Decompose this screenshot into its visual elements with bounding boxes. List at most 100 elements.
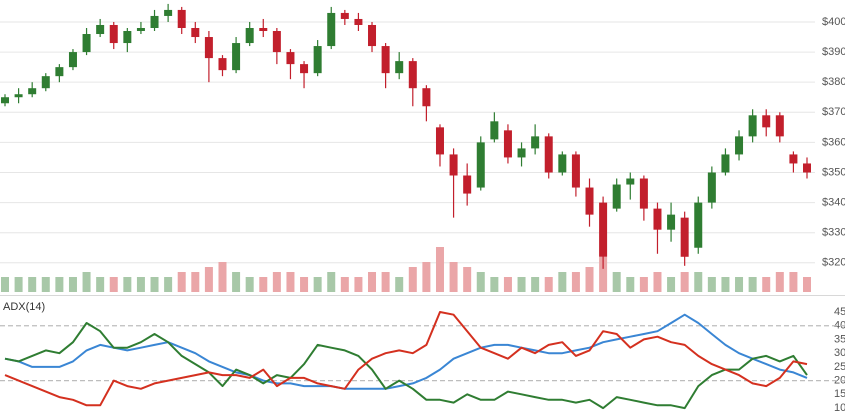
candle-body	[381, 46, 390, 74]
candle-body	[327, 12, 336, 47]
volume-bar	[463, 267, 472, 292]
volume-bar	[558, 272, 567, 292]
volume-bar	[803, 277, 811, 292]
y-tick-label: $400	[822, 16, 845, 28]
candle-body	[300, 64, 309, 74]
candle-body	[272, 31, 281, 53]
y-tick-label: 25	[834, 361, 845, 373]
candle-body	[395, 61, 404, 74]
candle-body	[735, 136, 744, 155]
candle-body	[204, 37, 213, 59]
volume-bar	[531, 277, 540, 292]
candle-body	[585, 187, 594, 215]
candle-body	[775, 115, 784, 137]
candle-body	[82, 34, 91, 53]
volume-bar	[544, 277, 553, 292]
volume-bar	[775, 272, 784, 292]
candle-body	[476, 142, 485, 188]
y-tick-label: $340	[822, 197, 845, 209]
volume-bar	[286, 272, 295, 292]
candle-body	[232, 43, 241, 71]
volume-bar	[612, 272, 621, 292]
volume-bar	[272, 272, 281, 292]
candle-body	[435, 127, 444, 155]
indicator-line	[4, 322, 808, 410]
volume-bar	[449, 262, 458, 292]
volume-bar	[150, 277, 159, 292]
candle-body	[639, 178, 648, 209]
y-tick-label: $320	[822, 257, 845, 269]
volume-bar	[667, 277, 676, 292]
candle-body	[463, 175, 472, 194]
volume-bar	[218, 262, 227, 292]
candle-body	[653, 208, 662, 230]
volume-bar	[735, 277, 744, 292]
candle-body	[286, 52, 295, 65]
candle-body	[368, 24, 377, 47]
volume-bar	[653, 272, 662, 292]
candle-body	[68, 52, 77, 68]
candle-body	[259, 27, 268, 32]
y-tick-label: $360	[822, 136, 845, 148]
candle-body	[191, 27, 200, 38]
panel-title: ADX(14)	[3, 301, 45, 313]
volume-bar	[300, 277, 309, 292]
candle-body	[340, 12, 349, 19]
candle-body	[1, 97, 9, 104]
volume-bar	[395, 277, 404, 292]
volume-bar	[789, 272, 798, 292]
y-tick-label: $330	[822, 227, 845, 239]
candle-body	[544, 136, 553, 173]
volume-bar	[571, 272, 580, 292]
y-tick-label: $370	[822, 106, 845, 118]
y-tick-label: 40	[834, 320, 845, 332]
candle-body	[123, 31, 132, 44]
volume-bar	[28, 277, 37, 292]
candle-body	[803, 163, 811, 173]
volume-bar	[82, 272, 91, 292]
candle-body	[558, 154, 567, 173]
y-tick-label: 10	[834, 402, 845, 413]
candle-body	[599, 202, 608, 257]
volume-bar	[191, 272, 200, 292]
volume-bar	[14, 277, 23, 292]
volume-bar	[408, 267, 417, 292]
volume-bar	[109, 277, 118, 292]
volume-bar	[639, 277, 648, 292]
candle-body	[762, 115, 771, 128]
candle-body	[41, 76, 50, 89]
candle-body	[517, 148, 526, 158]
volume-bar	[164, 277, 173, 292]
volume-bar	[707, 277, 716, 292]
candle-body	[422, 88, 431, 107]
volume-bar	[680, 272, 689, 292]
y-tick-label: $390	[822, 46, 845, 58]
candle-body	[354, 18, 363, 25]
volume-bar	[435, 247, 444, 292]
volume-bar	[259, 277, 268, 292]
volume-bar	[762, 277, 771, 292]
candle-body	[14, 94, 23, 98]
volume-bar	[490, 277, 499, 292]
y-tick-label: $350	[822, 166, 845, 178]
volume-bar	[599, 257, 608, 292]
volume-bar	[422, 262, 431, 292]
volume-bar	[381, 272, 390, 292]
candle-body	[313, 46, 322, 74]
volume-bar	[41, 277, 50, 292]
candle-body	[55, 67, 64, 77]
candle-body	[571, 154, 580, 188]
volume-bar	[354, 277, 363, 292]
candle-body	[748, 115, 757, 137]
volume-bar	[476, 272, 485, 292]
candle-body	[789, 154, 798, 164]
volume-bar	[626, 277, 635, 292]
volume-bar	[340, 277, 349, 292]
volume-bar	[68, 277, 77, 292]
volume-bar	[177, 272, 186, 292]
candle-body	[245, 27, 254, 44]
candle-body	[667, 214, 676, 230]
candle-body	[164, 9, 173, 16]
candle-body	[109, 24, 118, 44]
